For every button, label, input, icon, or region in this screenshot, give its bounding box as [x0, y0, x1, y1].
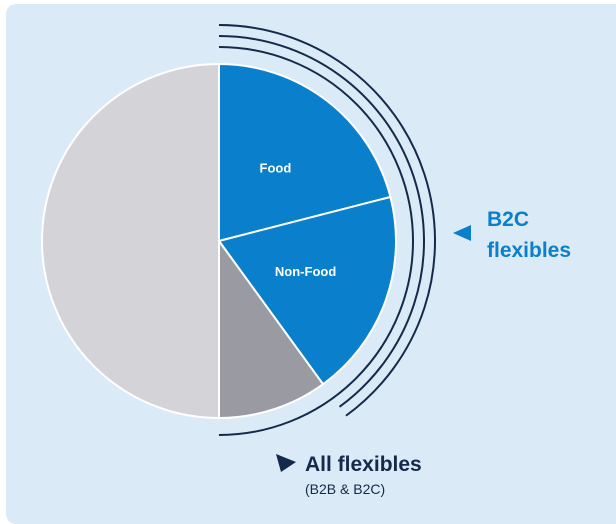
- all-flexibles-bracket-arc: [218, 46, 414, 436]
- other-slice: [41, 62, 220, 420]
- food-slice: [218, 62, 392, 243]
- pie-slices: [41, 62, 397, 420]
- b2c-arrow-icon: [453, 225, 471, 241]
- b2c-label-line2: flexibles: [487, 239, 571, 262]
- b2c-label-line1: B2C: [487, 208, 529, 231]
- non-food-slice-label: Non-Food: [275, 264, 336, 279]
- pie-chart: Food Non-Food B2C flexibles All flexibles…: [41, 24, 571, 497]
- b2c-bracket-outer-arc: [218, 24, 436, 417]
- all-flexibles-arrow-icon: [276, 454, 296, 472]
- all-flexibles-label-line1: All flexibles: [305, 453, 422, 476]
- b2b-slice: [218, 237, 325, 420]
- slice-labels: Food Non-Food: [260, 160, 337, 279]
- b2c-bracket-inner-arc: [218, 35, 425, 408]
- non-food-slice: [217, 195, 397, 386]
- food-slice-label: Food: [260, 160, 292, 175]
- all-flexibles-label-line2: (B2B & B2C): [305, 481, 385, 497]
